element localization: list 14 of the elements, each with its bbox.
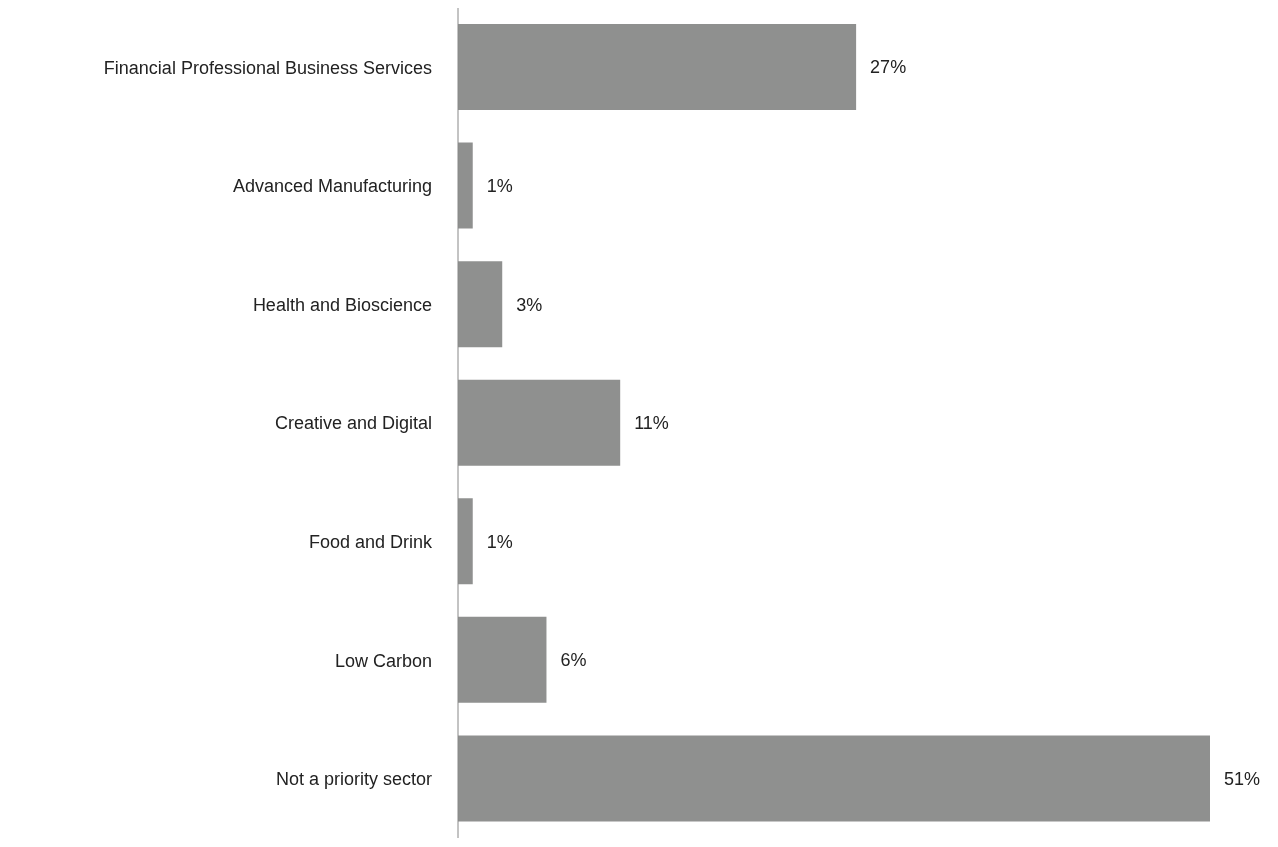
y-tick-label: Health and Bioscience (252, 294, 432, 315)
data-label: 3% (516, 294, 543, 315)
data-label: 6% (560, 650, 587, 671)
y-tick-label: Low Carbon (334, 650, 432, 671)
y-tick-label: Not a priority sector (275, 769, 432, 790)
data-label: 27% (870, 57, 907, 78)
y-tick-label: Food and Drink (308, 531, 433, 552)
data-label: 1% (486, 175, 513, 196)
y-tick-label: Advanced Manufacturing (232, 176, 432, 197)
data-label: 11% (634, 413, 669, 434)
y-tick-label: Creative and Digital (274, 413, 432, 434)
y-tick-label: Financial Professional Business Services (103, 57, 432, 78)
data-label: 51% (1224, 768, 1261, 789)
data-label: 1% (486, 531, 513, 552)
